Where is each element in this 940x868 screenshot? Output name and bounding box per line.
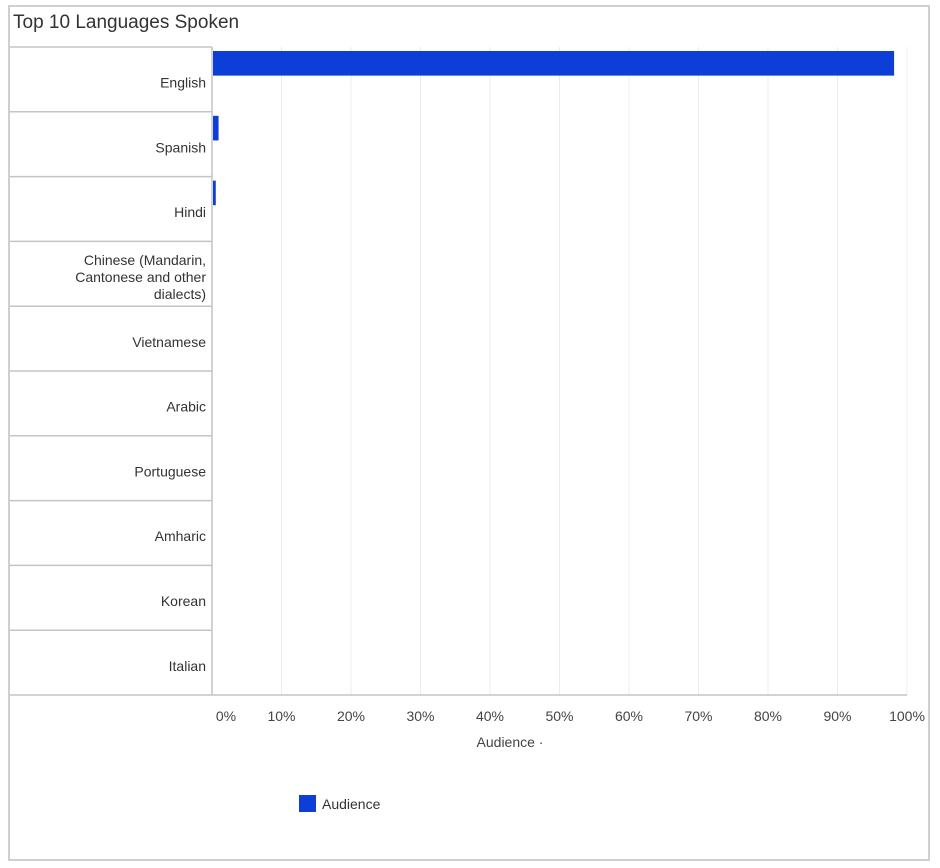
- legend-swatch: [299, 795, 316, 812]
- category-label: Vietnamese: [132, 334, 206, 350]
- x-tick-label: 70%: [684, 708, 712, 724]
- x-tick-label: 80%: [754, 708, 782, 724]
- chart-title: Top 10 Languages Spoken: [13, 12, 240, 33]
- x-axis-title: Audience ·: [477, 734, 544, 750]
- bar: [213, 51, 895, 76]
- x-tick-label: 30%: [406, 708, 434, 724]
- x-tick-label: 10%: [267, 708, 295, 724]
- bar: [213, 115, 219, 141]
- legend[interactable]: Audience: [299, 795, 380, 812]
- category-label: Arabic: [166, 399, 206, 415]
- category-label: English: [160, 75, 206, 91]
- x-tick-label: 100%: [889, 708, 925, 724]
- category-label: Portuguese: [134, 463, 206, 479]
- x-tick-label: 90%: [823, 708, 851, 724]
- category-label: Chinese (Mandarin, Cantonese and other dia…: [75, 252, 206, 302]
- category-label: Amharic: [155, 528, 206, 544]
- chart-frame: [8, 5, 930, 861]
- x-tick-label: 20%: [337, 708, 365, 724]
- bar: [213, 180, 216, 206]
- category-label: Korean: [161, 593, 206, 609]
- x-tick-label: 40%: [476, 708, 504, 724]
- x-tick-label: 50%: [545, 708, 573, 724]
- x-tick-label: 60%: [615, 708, 643, 724]
- category-label: Italian: [169, 658, 206, 674]
- category-label: Spanish: [155, 139, 206, 155]
- legend-label: Audience: [322, 795, 381, 812]
- x-tick-label: 0%: [216, 708, 236, 724]
- category-label: Hindi: [174, 204, 206, 220]
